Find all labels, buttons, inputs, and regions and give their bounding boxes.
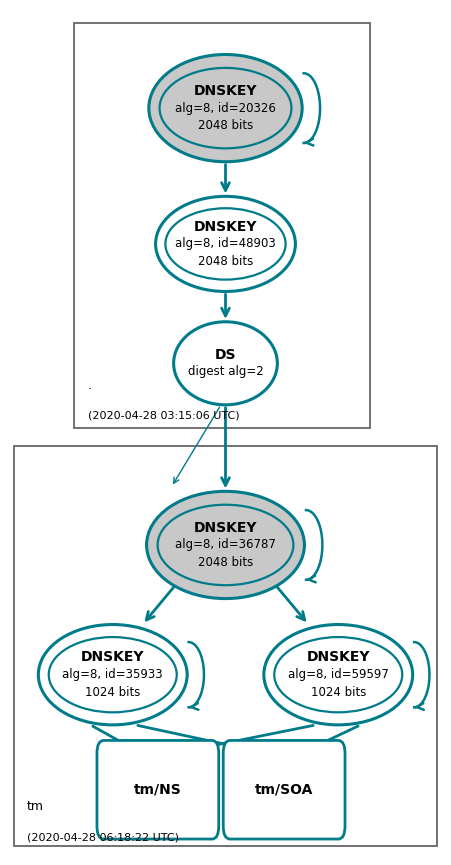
Ellipse shape <box>147 491 304 599</box>
Text: 2048 bits: 2048 bits <box>198 254 253 268</box>
Text: digest alg=2: digest alg=2 <box>188 365 263 379</box>
Text: DNSKEY: DNSKEY <box>194 84 257 98</box>
FancyBboxPatch shape <box>223 740 345 839</box>
Text: (2020-04-28 03:15:06 UTC): (2020-04-28 03:15:06 UTC) <box>88 411 239 421</box>
Text: DNSKEY: DNSKEY <box>307 650 370 664</box>
Text: tm: tm <box>27 800 44 813</box>
Ellipse shape <box>264 625 413 725</box>
Text: tm/NS: tm/NS <box>134 783 182 797</box>
FancyBboxPatch shape <box>14 446 437 846</box>
Ellipse shape <box>38 625 187 725</box>
Text: DNSKEY: DNSKEY <box>81 650 144 664</box>
Text: 2048 bits: 2048 bits <box>198 119 253 132</box>
Text: alg=8, id=20326: alg=8, id=20326 <box>175 101 276 115</box>
Text: 1024 bits: 1024 bits <box>85 685 140 699</box>
Text: DS: DS <box>215 348 236 362</box>
Text: alg=8, id=59597: alg=8, id=59597 <box>288 668 389 682</box>
Ellipse shape <box>156 196 295 292</box>
Text: DNSKEY: DNSKEY <box>194 220 257 234</box>
Text: alg=8, id=36787: alg=8, id=36787 <box>175 538 276 552</box>
Ellipse shape <box>174 322 277 405</box>
Text: alg=8, id=48903: alg=8, id=48903 <box>175 237 276 251</box>
Ellipse shape <box>149 54 302 162</box>
Text: DNSKEY: DNSKEY <box>194 521 257 535</box>
Text: (2020-04-28 06:18:22 UTC): (2020-04-28 06:18:22 UTC) <box>27 832 179 843</box>
Text: 2048 bits: 2048 bits <box>198 555 253 569</box>
FancyBboxPatch shape <box>74 23 370 428</box>
Text: .: . <box>88 379 92 392</box>
FancyBboxPatch shape <box>97 740 219 839</box>
Text: tm/SOA: tm/SOA <box>255 783 313 797</box>
Text: alg=8, id=35933: alg=8, id=35933 <box>62 668 163 682</box>
Text: 1024 bits: 1024 bits <box>311 685 366 699</box>
